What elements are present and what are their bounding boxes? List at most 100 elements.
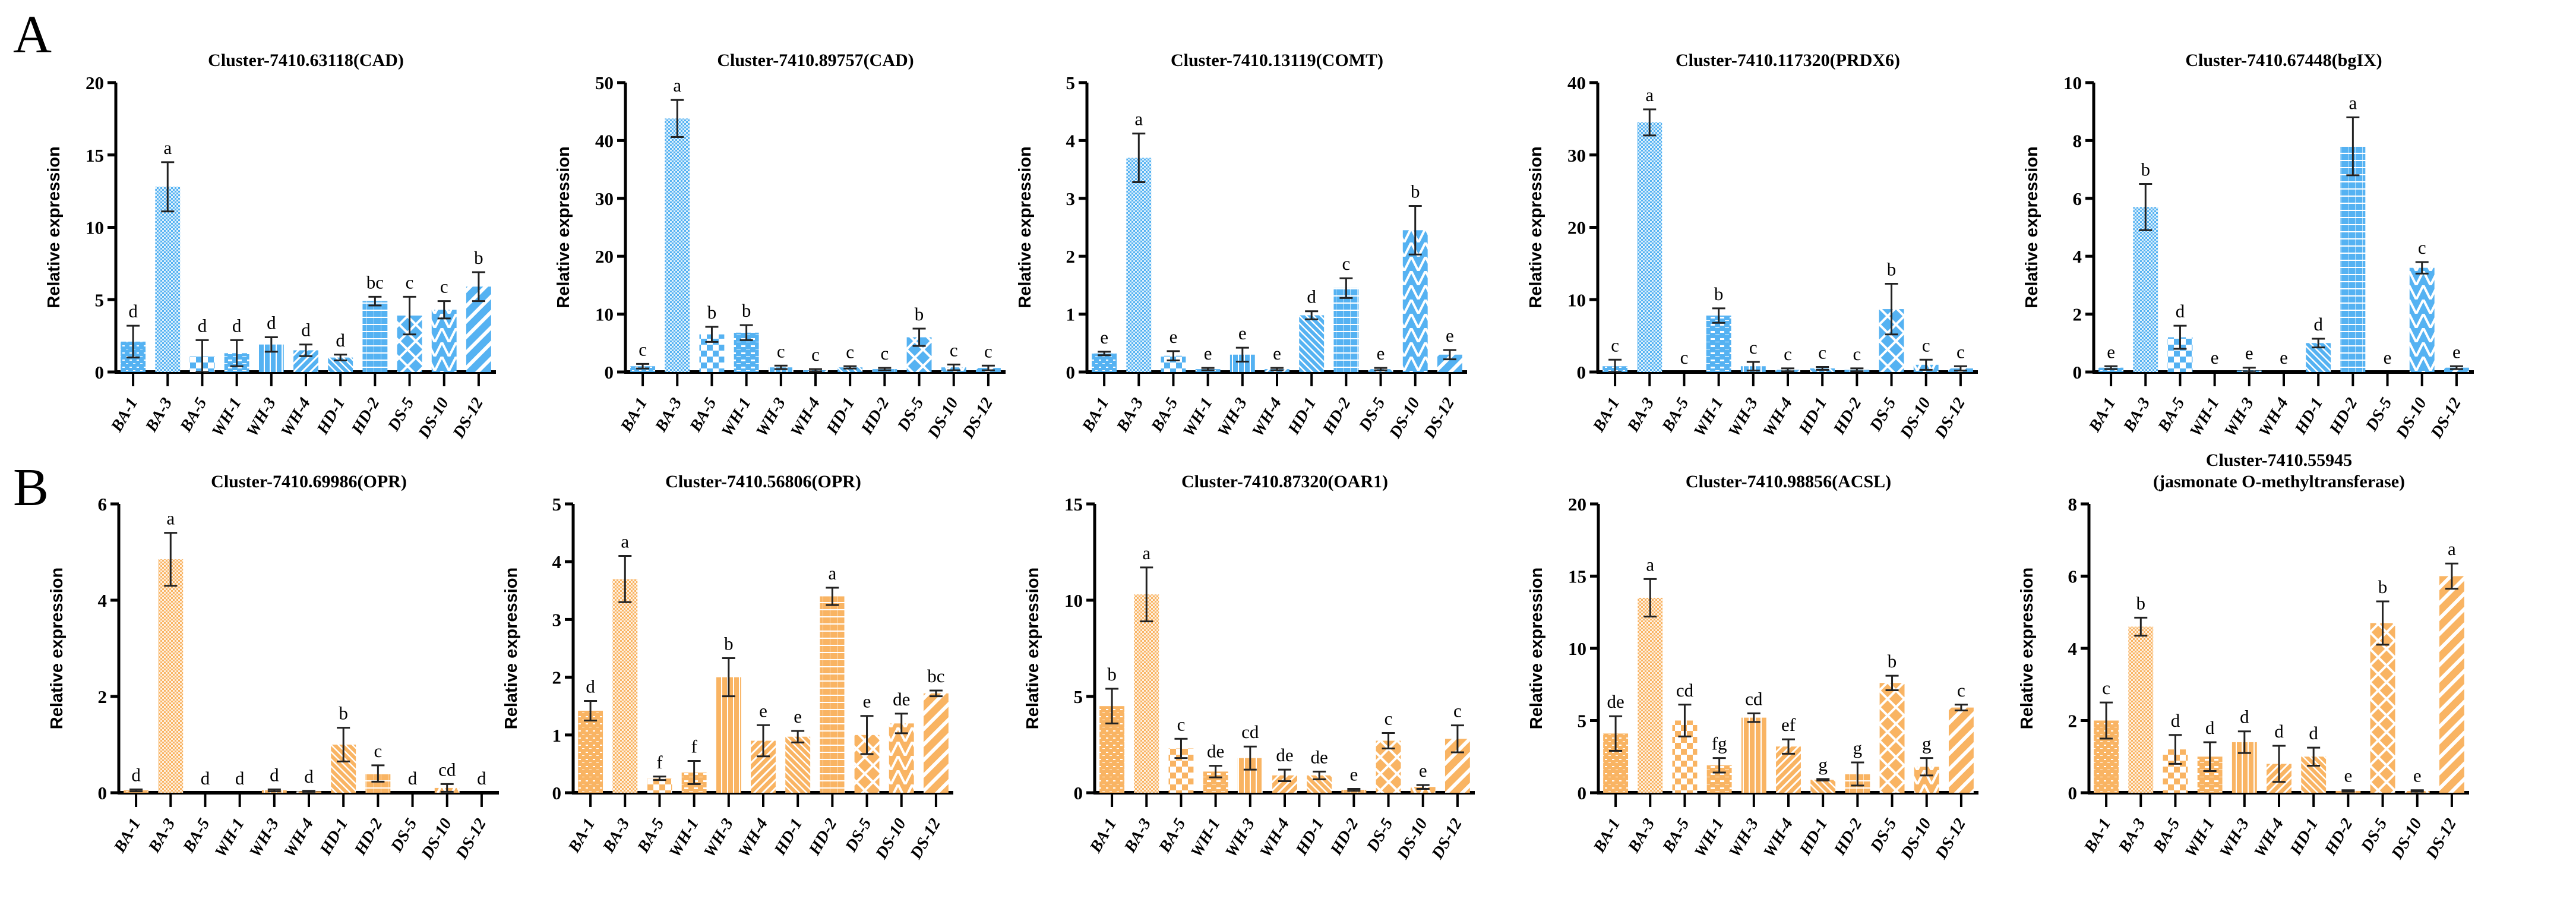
y-tick-label: 4 xyxy=(1066,130,1076,151)
error-bar xyxy=(129,788,143,793)
x-tick-label: HD-1 xyxy=(770,815,806,859)
y-tick-label: 3 xyxy=(552,609,562,630)
x-tick-label: WH-3 xyxy=(246,815,283,860)
x-tick-label: DS-10 xyxy=(2392,395,2430,442)
x-tick-label: HD-1 xyxy=(1796,815,1831,859)
error-bar xyxy=(1167,350,1180,362)
x-tick-label: HD-1 xyxy=(313,395,349,438)
error-bar xyxy=(1885,674,1899,691)
error-bar xyxy=(1374,367,1387,371)
significance-letter: g xyxy=(1853,737,1863,758)
chart-title: Cluster-7410.87320(OAR1) xyxy=(1181,472,1388,491)
significance-letter: a xyxy=(1142,543,1150,563)
x-tick-label: HD-1 xyxy=(823,395,858,438)
error-bar xyxy=(1450,724,1464,754)
chart-5: Cluster-7410.67448(bgIX) Relative express… xyxy=(2022,51,2474,442)
significance-letter: d xyxy=(2205,717,2215,738)
bar-wh-3 xyxy=(1741,717,1766,793)
significance-letter: ef xyxy=(1781,714,1796,735)
error-bar xyxy=(2203,741,2217,773)
x-tick-label: DS-5 xyxy=(1355,395,1389,435)
significance-letter: e xyxy=(2452,341,2461,362)
significance-letter: c xyxy=(1611,335,1619,355)
significance-letter: b xyxy=(1714,283,1724,304)
significance-letter: b xyxy=(2378,576,2388,597)
error-bar xyxy=(1920,757,1933,777)
error-bar xyxy=(1416,784,1430,790)
y-tick-label: 3 xyxy=(1066,188,1076,209)
x-tick-label: WH-3 xyxy=(1214,395,1251,440)
significance-letter: d xyxy=(232,315,242,336)
chart-6: Cluster-7410.69986(OPR) Relative expressi… xyxy=(48,472,499,863)
x-tick-label: DS-12 xyxy=(452,815,490,863)
y-tick-label: 0 xyxy=(2068,783,2078,803)
chart-title: Cluster-7410.56806(OPR) xyxy=(665,472,861,491)
y-tick-label: 0 xyxy=(1066,362,1076,383)
bar-ba-3 xyxy=(158,559,184,793)
y-tick-label: 30 xyxy=(1567,145,1586,166)
significance-letter: d xyxy=(2171,710,2180,731)
error-bar xyxy=(1313,770,1326,780)
significance-letter: b xyxy=(707,302,717,323)
error-bar xyxy=(687,760,701,785)
significance-letter: e xyxy=(1377,343,1385,364)
significance-letter: e xyxy=(1273,343,1281,364)
significance-letter: a xyxy=(673,75,681,96)
y-axis-label: Relative expression xyxy=(2022,146,2041,308)
x-tick-label: DS-12 xyxy=(1420,395,1458,442)
error-bar xyxy=(2139,182,2153,231)
x-tick-label: WH-1 xyxy=(666,815,703,860)
significance-letter: bc xyxy=(366,272,384,292)
error-bar xyxy=(584,699,598,721)
y-tick-label: 1 xyxy=(1066,304,1076,325)
significance-letter: d xyxy=(2309,723,2318,743)
y-tick-label: 10 xyxy=(1567,289,1586,310)
significance-letter: c xyxy=(1342,253,1350,274)
y-tick-label: 10 xyxy=(1064,590,1083,611)
error-bar xyxy=(1643,108,1657,137)
significance-letter: e xyxy=(2107,341,2115,362)
significance-letter: c xyxy=(1385,708,1393,729)
error-bar xyxy=(895,713,908,735)
chart-title: Cluster-7410.67448(bgIX) xyxy=(2185,51,2382,70)
error-bar xyxy=(1098,351,1111,357)
error-bar xyxy=(1919,358,1933,371)
x-tick-label: WH-4 xyxy=(280,815,317,860)
x-tick-label: WH-4 xyxy=(787,395,824,440)
significance-letter: e xyxy=(2413,765,2422,786)
bar-ba-3 xyxy=(612,579,638,793)
bar-hd-1 xyxy=(837,367,863,372)
error-bar xyxy=(1712,307,1725,324)
error-bar xyxy=(1140,566,1153,623)
error-bar xyxy=(161,161,175,213)
significance-letter: bc xyxy=(927,666,944,686)
y-tick-label: 10 xyxy=(2063,72,2082,93)
y-tick-label: 40 xyxy=(595,130,614,151)
bar-ds-10 xyxy=(889,723,914,793)
x-tick-label: WH-4 xyxy=(2255,395,2292,440)
error-bar xyxy=(1278,768,1291,783)
y-tick-label: 2 xyxy=(2073,304,2082,325)
significance-letter: d xyxy=(128,301,138,321)
y-tick-label: 2 xyxy=(1066,246,1076,267)
y-tick-label: 8 xyxy=(2073,130,2082,151)
significance-letter: b xyxy=(724,633,734,654)
chart-10: Cluster-7410.55945 (jasmonate O-methyltra… xyxy=(2018,450,2469,863)
significance-letter: b xyxy=(474,247,483,268)
bar-hd-2 xyxy=(2340,146,2366,372)
bar-ba-3 xyxy=(1637,122,1662,372)
chart-title: Cluster-7410.69986(OPR) xyxy=(211,472,407,491)
bar-ds-12 xyxy=(2439,576,2464,793)
error-bar xyxy=(912,327,926,347)
significance-letter: e xyxy=(1100,327,1108,348)
error-bar xyxy=(1382,732,1395,749)
chart-title: Cluster-7410.117320(PRDX6) xyxy=(1676,51,1900,70)
chart-4: Cluster-7410.117320(PRDX6) Relative expre… xyxy=(1526,51,1978,442)
x-tick-label: HD-1 xyxy=(2291,395,2327,438)
x-tick-label: WH-3 xyxy=(700,815,737,860)
y-axis-label: Relative expression xyxy=(502,568,521,729)
panel-label-a: A xyxy=(13,5,52,64)
y-tick-label: 2 xyxy=(552,667,562,688)
significance-letter: e xyxy=(2211,347,2219,368)
y-tick-label: 20 xyxy=(595,246,614,267)
